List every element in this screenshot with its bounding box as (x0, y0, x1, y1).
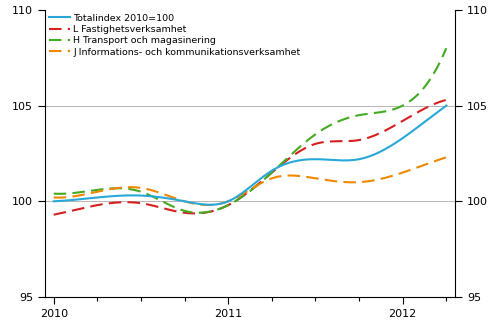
J Informations- och kommunikationsverksamhet (52, 196, 58, 200)
H Transport och magasinering (383, 109, 389, 113)
H Transport och magasinering (50, 192, 56, 196)
J Informations- och kommunikationsverksamhet (383, 176, 389, 180)
L Fastighetsverksamhet (382, 129, 388, 133)
Totalindex 2010=100 (292, 159, 298, 163)
Totalindex 2010=100 (408, 130, 414, 134)
J Informations- och kommunikationsverksamhet (50, 195, 56, 199)
Totalindex 2010=100 (50, 199, 56, 203)
L Fastighetsverksamhet (50, 213, 56, 217)
H Transport och magasinering (286, 155, 292, 159)
L Fastighetsverksamhet (291, 153, 297, 157)
L Fastighetsverksamhet (283, 159, 289, 163)
L Fastighetsverksamhet (406, 115, 412, 119)
L Fastighetsverksamhet (284, 158, 290, 162)
L Fastighetsverksamhet (52, 213, 58, 216)
Line: Totalindex 2010=100: Totalindex 2010=100 (54, 106, 446, 205)
H Transport och magasinering (408, 99, 414, 103)
J Informations- och kommunikationsverksamhet (284, 174, 290, 178)
Line: L Fastighetsverksamhet: L Fastighetsverksamhet (54, 100, 446, 215)
H Transport och magasinering (52, 192, 58, 196)
J Informations- och kommunikationsverksamhet (204, 203, 210, 207)
H Transport och magasinering (444, 46, 450, 50)
L Fastighetsverksamhet (444, 98, 450, 102)
Totalindex 2010=100 (52, 199, 58, 203)
H Transport och magasinering (195, 211, 201, 215)
J Informations- och kommunikationsverksamhet (292, 174, 298, 178)
Totalindex 2010=100 (383, 147, 389, 151)
H Transport och magasinering (292, 149, 298, 153)
Totalindex 2010=100 (444, 104, 450, 108)
Totalindex 2010=100 (284, 161, 290, 165)
Line: H Transport och magasinering: H Transport och magasinering (54, 48, 446, 213)
Totalindex 2010=100 (207, 203, 213, 207)
Totalindex 2010=100 (286, 161, 292, 165)
H Transport och magasinering (284, 156, 290, 160)
Line: J Informations- och kommunikationsverksamhet: J Informations- och kommunikationsverksa… (54, 157, 446, 205)
J Informations- och kommunikationsverksamhet (408, 168, 414, 172)
J Informations- och kommunikationsverksamhet (444, 155, 450, 159)
Legend: Totalindex 2010=100, L Fastighetsverksamhet, H Transport och magasinering, J Inf: Totalindex 2010=100, L Fastighetsverksam… (47, 12, 302, 59)
J Informations- och kommunikationsverksamhet (286, 174, 292, 178)
